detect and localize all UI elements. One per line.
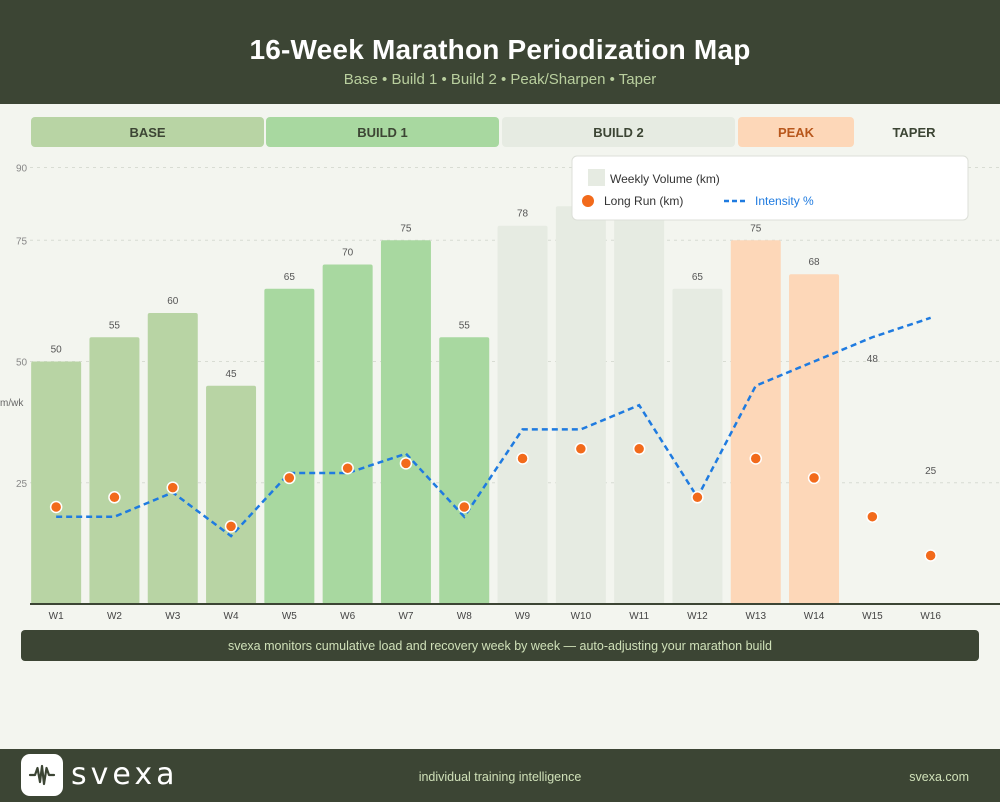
bar-value-label: 60 [167, 296, 179, 307]
volume-bar [380, 240, 431, 604]
footer-site-link[interactable]: svexa.com [909, 770, 969, 784]
legend-long-run-label: Long Run (km) [604, 194, 683, 208]
long-run-point [458, 500, 471, 514]
volume-bar [31, 361, 82, 604]
long-run-point [632, 442, 646, 456]
x-tick-label: W9 [515, 611, 530, 622]
header: 16-Week Marathon Periodization Map Base … [0, 0, 1000, 104]
volume-bar [555, 206, 606, 605]
y-tick-label: 50 [16, 358, 28, 369]
y-tick-label: 90 [16, 164, 28, 175]
logo [21, 754, 63, 796]
phase-taper: TAPER [892, 124, 936, 140]
volume-bar [264, 288, 315, 604]
long-run-point [224, 520, 238, 533]
x-tick-label: W8 [457, 611, 472, 622]
volume-bar [206, 385, 257, 604]
volume-bar [672, 288, 723, 604]
footer: svexa individual training intelligence s… [0, 749, 1000, 802]
legend-intensity-label: Intensity % [755, 194, 814, 208]
long-run-point [807, 471, 821, 485]
volume-bar [497, 225, 548, 604]
info-banner: svexa monitors cumulative load and recov… [21, 630, 979, 661]
x-tick-label: W16 [920, 611, 941, 622]
y-tick-label: 75 [16, 236, 28, 247]
long-run-point [49, 500, 63, 514]
legend-box [571, 155, 969, 221]
x-tick-label: W12 [687, 611, 708, 622]
long-run-point [341, 461, 354, 475]
x-tick-label: W6 [340, 611, 355, 622]
phase-build-1: BUILD 1 [266, 117, 499, 147]
brand-name: svexa [71, 757, 179, 792]
page-title: 16-Week Marathon Periodization Map [249, 34, 751, 65]
legend-volume-swatch [588, 169, 605, 186]
volume-bar [322, 264, 373, 604]
chart: 25 50 75 90 m/wk 50 55 60 45 65 70 75 55 78 65 75 68 48 25… [0, 155, 1000, 622]
volume-bar [439, 337, 490, 604]
legend-long-run-swatch [582, 195, 594, 207]
x-tick-label: W11 [629, 611, 649, 622]
long-run-point [749, 452, 762, 465]
bar-value-label: 78 [517, 209, 529, 220]
bar-value-label: 68 [808, 257, 820, 268]
bar-value-label: 75 [400, 223, 412, 234]
bar-value-label: 70 [342, 248, 354, 259]
volume-bar [730, 240, 781, 604]
long-run-point [691, 491, 704, 504]
bar-value-label: 75 [750, 223, 762, 234]
long-run-point [399, 457, 413, 470]
x-tick-label: W7 [398, 611, 413, 622]
long-run-point [166, 481, 179, 494]
long-run-point [108, 491, 121, 504]
x-tick-label: W15 [862, 611, 883, 622]
long-run-point [866, 510, 879, 523]
bar-value-label: 48 [867, 354, 879, 365]
x-tick-label: W14 [804, 611, 825, 622]
volume-bar [147, 313, 198, 604]
page-subtitle: Base • Build 1 • Build 2 • Peak/Sharpen … [343, 71, 657, 88]
x-tick-label: W1 [49, 611, 64, 622]
bar-value-label: 55 [459, 320, 471, 331]
long-run-point [516, 452, 529, 465]
x-tick-label: W5 [282, 611, 297, 622]
x-tick-label: W4 [224, 611, 239, 622]
phase-base: BASE [31, 117, 264, 147]
bar-value-label: 65 [284, 272, 296, 283]
x-tick-label: W2 [107, 611, 122, 622]
bar-value-label: 55 [109, 320, 121, 331]
bar-value-label: 25 [925, 466, 937, 477]
long-run-point [283, 471, 296, 485]
waveform-icon [28, 764, 56, 786]
x-tick-label: W13 [745, 611, 766, 622]
volume-bar [89, 337, 140, 604]
y-tick-label: 25 [16, 479, 28, 490]
bar-value-label: 65 [692, 272, 704, 283]
phase-build-2: BUILD 2 [502, 117, 735, 147]
phase-peak: PEAK [738, 117, 854, 147]
x-tick-label: W10 [571, 611, 592, 622]
x-tick-label: W3 [165, 611, 180, 622]
bar-value-label: 50 [51, 345, 63, 356]
y-axis-label: m/wk [0, 398, 24, 409]
long-run-point [924, 549, 937, 562]
footer-tagline: individual training intelligence [418, 770, 582, 784]
legend-volume-label: Weekly Volume (km) [610, 172, 720, 186]
long-run-point [574, 442, 588, 456]
volume-bar [789, 274, 840, 604]
bar-value-label: 45 [225, 369, 237, 380]
